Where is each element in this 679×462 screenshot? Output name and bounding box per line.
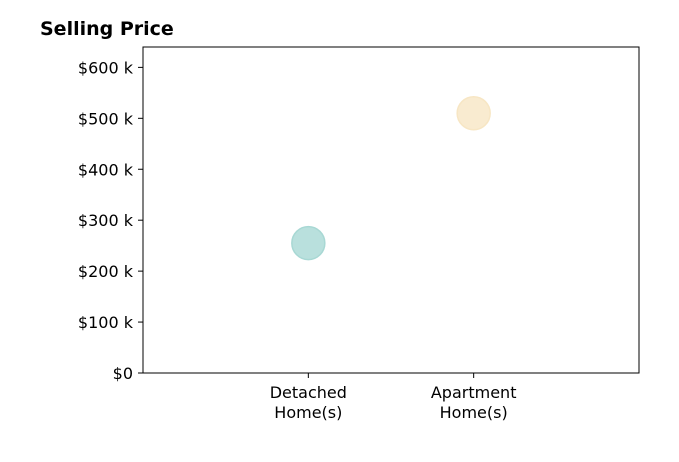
y-tick-label: $0 (113, 364, 133, 383)
y-tick-label: $300 k (78, 211, 134, 230)
data-markers (291, 95, 491, 261)
chart-title: Selling Price (40, 18, 174, 40)
x-tick-label: Detached Home(s) (270, 383, 347, 422)
plot-area (142, 46, 640, 374)
y-tick-label: $400 k (78, 160, 134, 179)
y-tick-label: $600 k (78, 58, 134, 77)
data-point (456, 95, 491, 131)
x-tick-label: Apartment Home(s) (431, 383, 517, 422)
x-axis: Detached Home(s) Apartment Home(s) (270, 373, 517, 422)
y-axis: $0 $100 k $200 k $300 k $400 k $500 k $600 k (78, 58, 143, 383)
y-tick-label: $100 k (78, 313, 134, 332)
y-tick-label: $200 k (78, 262, 134, 281)
data-point (291, 225, 326, 261)
y-tick-label: $500 k (78, 109, 134, 128)
